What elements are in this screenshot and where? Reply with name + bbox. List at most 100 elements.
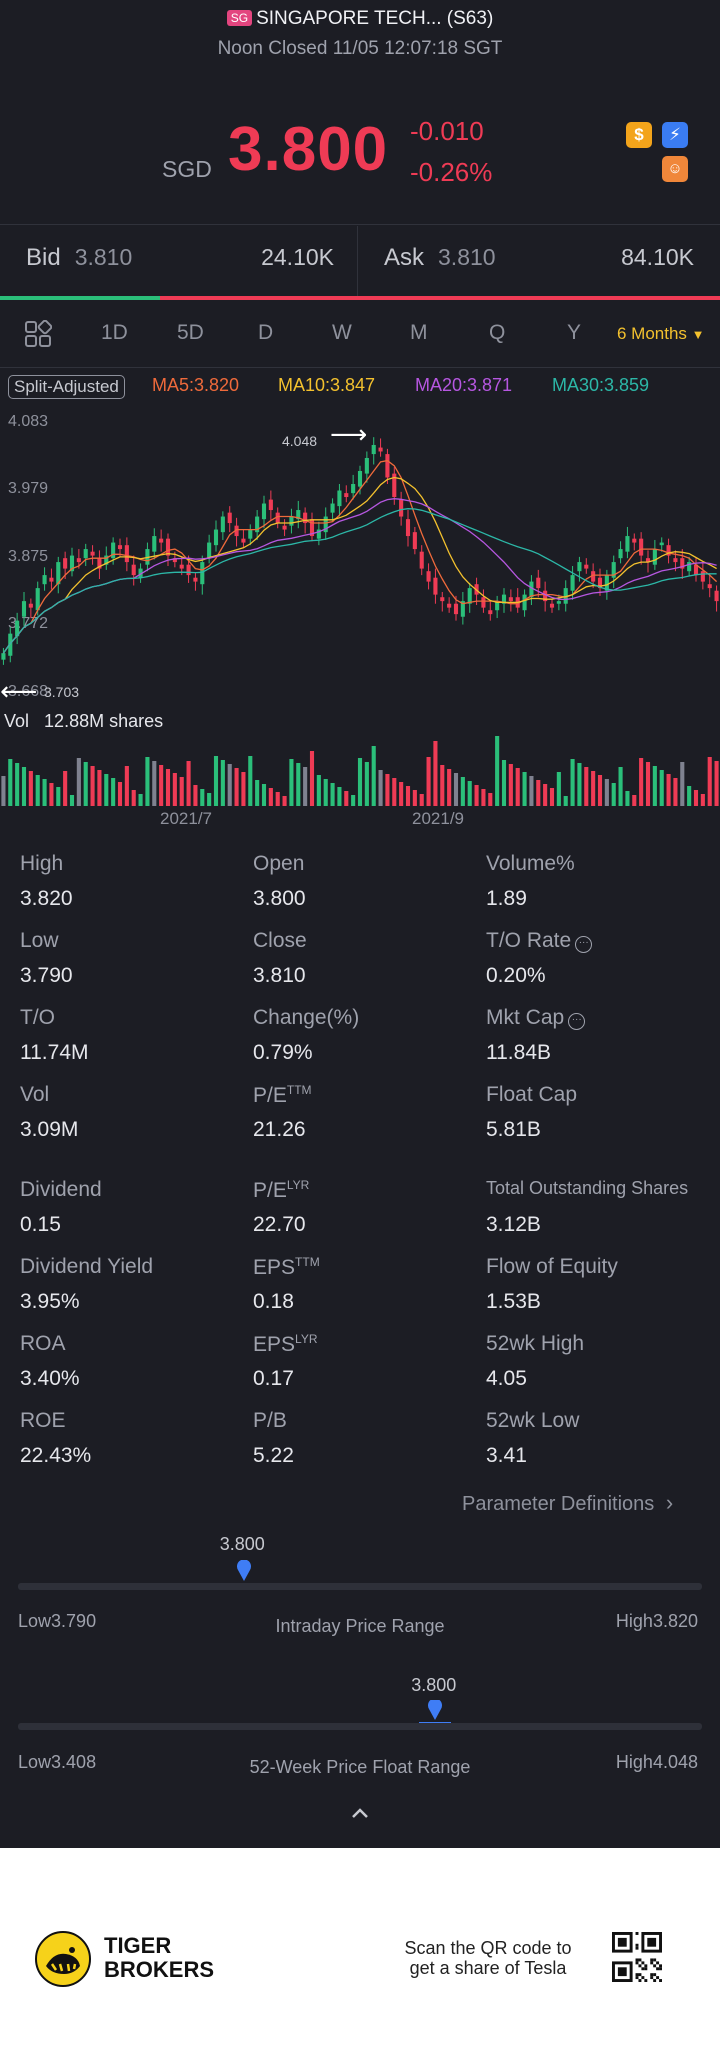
volume-bar xyxy=(666,774,671,806)
candle-body xyxy=(8,633,13,656)
split-adjusted-toggle[interactable]: Split-Adjusted xyxy=(8,375,125,399)
tab-y[interactable]: Y xyxy=(567,321,582,344)
stat-label: EPSTTM xyxy=(253,1255,320,1280)
stat-label-text: Dividend xyxy=(20,1178,102,1201)
info-icon[interactable]: ··· xyxy=(575,936,593,953)
week52-range-title: 52-Week Price Float Range xyxy=(249,1757,471,1777)
tab-d[interactable]: D xyxy=(258,321,274,344)
volume-bar xyxy=(104,774,109,806)
candlestick-chart[interactable] xyxy=(0,405,720,705)
stat-label: Mkt Cap ··· xyxy=(486,1006,586,1030)
volume-bar xyxy=(227,764,232,806)
candle-body xyxy=(268,499,273,511)
y-tick-label: 3.668 xyxy=(8,683,49,700)
stat-label-text: P/B xyxy=(253,1409,287,1432)
candle-body xyxy=(248,529,253,539)
candle-body xyxy=(693,564,699,576)
volume-bar xyxy=(111,778,116,806)
stat-label-text: ROA xyxy=(20,1332,66,1355)
tab-1d[interactable]: 1D xyxy=(101,321,128,344)
stat-label-text: Change(%) xyxy=(253,1006,360,1029)
candle-body xyxy=(639,538,644,556)
brand-name: TIGER BROKERS xyxy=(104,1934,214,1982)
candle-body xyxy=(597,577,603,589)
ask-price: 3.810 xyxy=(438,244,496,270)
volume-bar xyxy=(460,777,465,806)
stat-label: Close xyxy=(253,929,307,953)
divider xyxy=(0,367,720,368)
candle-body xyxy=(447,603,452,608)
candle-body xyxy=(220,516,225,533)
candle-body xyxy=(611,562,616,578)
stat-label-text: Volume% xyxy=(486,852,575,875)
candle-body xyxy=(138,568,143,578)
x-tick-label: 2021/9 xyxy=(412,809,464,828)
volume-bar xyxy=(645,762,651,806)
volume-bar xyxy=(707,757,712,806)
stat-value: 21.26 xyxy=(253,1118,306,1141)
volume-bar xyxy=(172,773,177,806)
volume-bar xyxy=(241,772,246,806)
volume-bar xyxy=(522,772,527,806)
candle-body xyxy=(364,457,369,474)
candle-body xyxy=(186,564,191,576)
candle-body xyxy=(577,562,582,572)
candle-body xyxy=(385,454,390,478)
intraday-range-title: Intraday Price Range xyxy=(275,1616,445,1636)
stat-label-text: Flow of Equity xyxy=(486,1255,618,1278)
layout-grid-icon[interactable] xyxy=(24,319,53,353)
tab-q[interactable]: Q xyxy=(489,321,506,344)
promo-footer: TIGER BROKERS Scan the QR code to get a … xyxy=(0,1848,720,2069)
info-icon[interactable]: ··· xyxy=(568,1013,586,1030)
bid-block: Bid 3.810 xyxy=(26,244,132,272)
candle-body xyxy=(707,584,712,589)
candle-body xyxy=(289,516,294,526)
volume-bar xyxy=(618,767,623,806)
ask-block: Ask 3.810 xyxy=(384,244,496,272)
candle-body xyxy=(604,575,609,591)
volume-bar xyxy=(481,789,486,806)
stat-value: 3.12B xyxy=(486,1213,541,1236)
stat-label-text: Total Outstanding Shares xyxy=(486,1178,689,1198)
volume-bar xyxy=(138,794,143,806)
parameter-definitions-link[interactable]: Parameter Definitions › xyxy=(462,1490,673,1516)
stat-value: 5.22 xyxy=(253,1444,294,1467)
smile-icon[interactable]: ☺ xyxy=(662,156,688,182)
volume-bar xyxy=(543,784,548,806)
stat-label: P/ELYR xyxy=(253,1178,309,1203)
volume-bar xyxy=(42,779,47,806)
candle-body xyxy=(392,473,397,498)
volume-bar xyxy=(207,793,212,806)
stat-value: 0.79% xyxy=(253,1041,313,1064)
x-tick-label: 2021/7 xyxy=(160,809,212,828)
stat-label-superscript: LYR xyxy=(295,1332,318,1346)
candle-body xyxy=(97,558,102,569)
stat-label: Open xyxy=(253,852,304,876)
tab-m[interactable]: M xyxy=(410,321,428,344)
tab-w[interactable]: W xyxy=(332,321,352,344)
bid-depth-bar xyxy=(0,296,160,300)
last-price: 3.800 xyxy=(228,115,389,184)
intraday-low-value: 3.790 xyxy=(51,1611,97,1631)
stat-label-text: Open xyxy=(253,852,305,875)
candle-body xyxy=(543,590,548,602)
bid-label: Bid xyxy=(26,244,61,271)
volume-bar xyxy=(673,778,678,806)
candle-body xyxy=(330,503,335,513)
stat-value: 11.74M xyxy=(20,1041,89,1064)
candle-body xyxy=(536,577,541,589)
qr-code-icon[interactable] xyxy=(612,1932,662,1982)
intraday-marker-icon xyxy=(236,1559,252,1587)
volume-bar xyxy=(145,757,150,806)
candle-body xyxy=(117,545,123,550)
ma10-line xyxy=(2,476,717,654)
arrow-left-icon: ⟵ xyxy=(0,676,38,706)
candle-body xyxy=(337,490,342,507)
dollar-icon[interactable]: $ xyxy=(626,122,652,148)
candle-body xyxy=(467,588,472,604)
stat-value: 0.18 xyxy=(253,1290,294,1313)
tab-6-months[interactable]: 6 Months ▼ xyxy=(617,324,705,344)
flash-icon[interactable]: ⚡ xyxy=(662,122,688,148)
tab-5d[interactable]: 5D xyxy=(177,321,204,344)
collapse-chevron-icon[interactable] xyxy=(350,1806,370,1825)
